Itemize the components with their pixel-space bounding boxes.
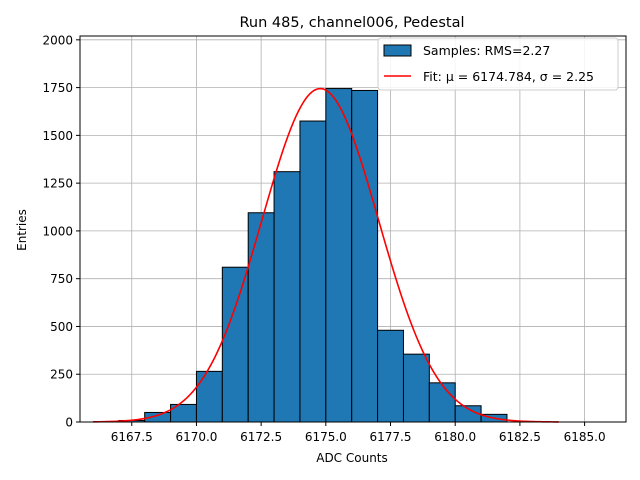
y-tick-label: 250 [50, 368, 73, 382]
histogram-bar [195, 370, 223, 423]
x-tick-label: 6167.5 [111, 430, 153, 444]
y-axis-ticks: 0 250 500 750 1000 1250 1500 1750 2000 [42, 33, 80, 430]
legend-box [377, 37, 619, 91]
histogram-bars [118, 88, 508, 423]
legend-samples-label: Samples: RMS=2.27 [423, 43, 550, 58]
y-tick-label: 750 [50, 272, 73, 286]
histogram-bar [402, 353, 430, 423]
y-tick-label: 0 [65, 416, 73, 430]
y-tick-label: 1750 [42, 81, 73, 95]
x-tick-label: 6180.0 [434, 430, 476, 444]
histogram-bar [221, 266, 249, 423]
y-axis-label: Entries [15, 209, 29, 251]
histogram-bar [299, 120, 327, 423]
chart-title: Run 485, channel006, Pedestal [239, 15, 464, 31]
y-tick-label: 500 [50, 320, 73, 334]
y-tick-label: 1500 [42, 129, 73, 143]
histogram-bar [428, 382, 456, 423]
x-tick-label: 6182.5 [499, 430, 541, 444]
fit-curve [92, 87, 559, 423]
legend: Samples: RMS=2.27 Fit: μ = 6174.784, σ =… [377, 37, 619, 91]
x-tick-label: 6172.5 [240, 430, 282, 444]
y-tick-label: 1000 [42, 224, 73, 238]
x-axis-ticks: 6167.5 6170.0 6172.5 6175.0 6177.5 6180.0 6182… [111, 422, 606, 444]
x-tick-label: 6175.0 [305, 430, 347, 444]
y-tick-label: 1250 [42, 177, 73, 191]
x-tick-label: 6170.0 [175, 430, 217, 444]
histogram-bar [325, 88, 353, 423]
histogram-bar [273, 171, 301, 423]
plot-area [79, 35, 627, 423]
fit-curve-group [92, 87, 559, 423]
x-tick-label: 6177.5 [370, 430, 412, 444]
x-tick-label: 6185.0 [564, 430, 606, 444]
histogram-bar [377, 329, 404, 423]
histogram-bar [247, 212, 275, 423]
legend-fit-label: Fit: μ = 6174.784, σ = 2.25 [423, 69, 594, 84]
histogram-bar [351, 89, 379, 423]
y-tick-label: 2000 [42, 33, 73, 47]
x-axis-label: ADC Counts [316, 451, 388, 465]
legend-samples-swatch [383, 44, 412, 57]
